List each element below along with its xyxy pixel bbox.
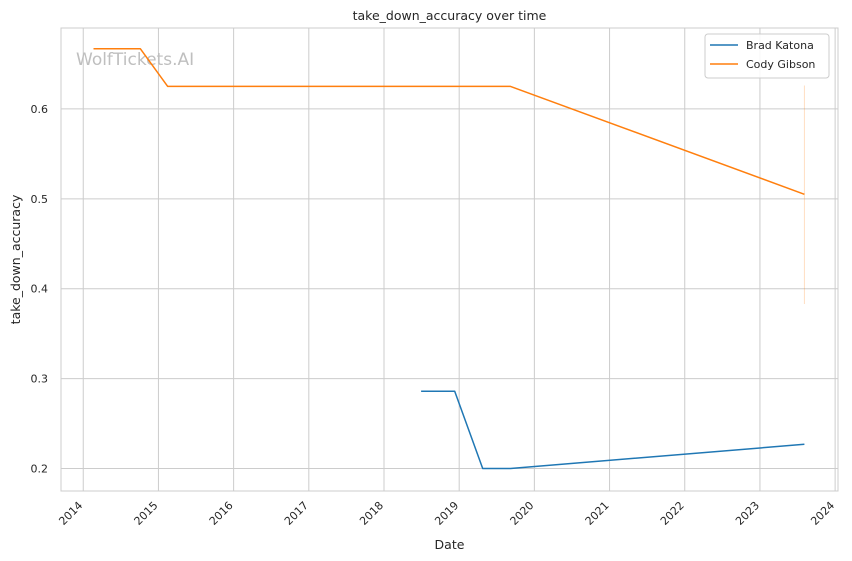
y-tick-label: 0.2: [31, 463, 49, 476]
legend-label: Cody Gibson: [746, 58, 815, 71]
x-tick-label: 2023: [733, 499, 762, 528]
x-tick-label: 2018: [357, 499, 386, 528]
y-tick-label: 0.6: [31, 103, 49, 116]
grid: [61, 28, 838, 491]
x-tick-label: 2014: [56, 499, 85, 528]
x-axis-label: Date: [435, 537, 465, 552]
x-tick-label: 2020: [508, 499, 537, 528]
legend-label: Brad Katona: [746, 39, 814, 52]
chart-title: take_down_accuracy over time: [353, 8, 547, 23]
series-line-brad-katona: [421, 390, 805, 470]
y-axis-label: take_down_accuracy: [8, 194, 23, 324]
x-tick-label: 2015: [132, 499, 161, 528]
plot-area: [60, 27, 839, 492]
x-tick-label: 2021: [583, 499, 612, 528]
x-tick-label: 2017: [282, 499, 311, 528]
x-tick-label: 2019: [432, 499, 461, 528]
x-axis-ticks: 2014 2015 2016 2017 2018 2019 2020 2021 2022 2023…: [56, 499, 837, 528]
legend: Brad Katona Cody Gibson: [704, 33, 830, 79]
y-axis-ticks: 0.2 0.3 0.4 0.5 0.6: [31, 103, 49, 476]
series-lines: [93, 47, 805, 470]
x-tick-label: 2024: [808, 499, 837, 528]
x-tick-label: 2022: [658, 499, 687, 528]
y-tick-label: 0.3: [31, 373, 49, 386]
series-line-cody-gibson: [93, 47, 805, 196]
y-tick-label: 0.5: [31, 193, 49, 206]
x-tick-label: 2016: [207, 499, 236, 528]
watermark: WolfTickets.AI: [76, 50, 194, 70]
y-tick-label: 0.4: [31, 283, 49, 296]
